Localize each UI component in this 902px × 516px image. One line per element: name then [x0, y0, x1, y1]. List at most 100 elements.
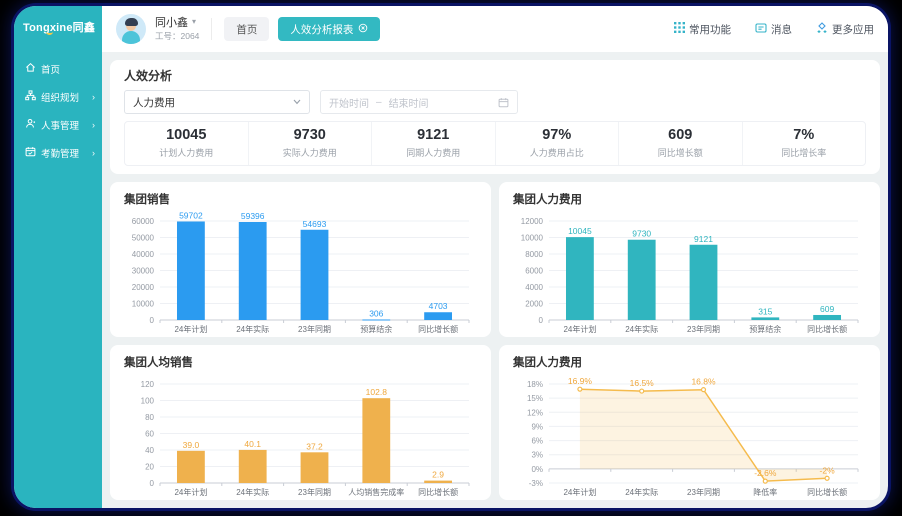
svg-text:3%: 3% [531, 451, 543, 460]
person-icon [25, 118, 36, 132]
chevron-down-icon [293, 99, 301, 105]
svg-text:23年同期: 23年同期 [687, 324, 720, 334]
svg-text:40000: 40000 [132, 250, 155, 259]
chart-title: 集团人均销售 [124, 357, 193, 369]
svg-text:0: 0 [539, 316, 544, 325]
top-header: 同小鑫 ▾ 工号：2064 首页 人效分析报表 常用功能 [102, 6, 888, 52]
user-avatar[interactable] [116, 14, 146, 44]
date-range-input[interactable]: 开始时间 – 结束时间 [320, 90, 518, 114]
sidebar-item-home[interactable]: 首页 [14, 55, 102, 83]
svg-text:24年计划: 24年计划 [174, 487, 207, 497]
svg-text:59702: 59702 [179, 210, 203, 220]
tab-home[interactable]: 首页 [224, 17, 270, 41]
svg-text:4000: 4000 [525, 283, 543, 292]
svg-text:120: 120 [141, 380, 155, 389]
svg-text:24年实际: 24年实际 [236, 324, 269, 334]
kpi-label: 同期人力费用 [406, 148, 461, 158]
app-logo-text: Tongxine同鑫 [23, 22, 96, 34]
svg-text:20000: 20000 [132, 283, 155, 292]
svg-text:23年同期: 23年同期 [298, 324, 331, 334]
action-label: 消息 [771, 23, 792, 36]
kpi-yoy-growth-amount: 609 同比增长额 [619, 122, 743, 165]
svg-text:59396: 59396 [241, 211, 265, 221]
svg-text:4703: 4703 [429, 301, 448, 311]
svg-text:16.8%: 16.8% [691, 377, 716, 387]
grid-icon [674, 22, 685, 36]
svg-text:60000: 60000 [132, 217, 155, 226]
avatar-face [126, 21, 136, 31]
sidebar: Tongxine同鑫 首页 组织规划 › 人事管理 [14, 6, 102, 508]
svg-text:80: 80 [145, 413, 154, 422]
svg-text:24年实际: 24年实际 [236, 487, 269, 497]
sidebar-item-hr-management[interactable]: 人事管理 › [14, 111, 102, 139]
group-sales-chart: 0 10000 20000 30000 40000 50000 60000 24年计划 24年实… [120, 209, 481, 335]
svg-text:人均销售完成率: 人均销售完成率 [348, 487, 404, 497]
action-label: 更多应用 [832, 23, 874, 36]
user-menu[interactable]: 同小鑫 ▾ [155, 17, 199, 29]
filter-row: 人力费用 开始时间 – 结束时间 [124, 90, 866, 114]
submenu-arrow-icon: › [92, 147, 95, 158]
common-functions-button[interactable]: 常用功能 [674, 22, 731, 37]
svg-text:同比增长额: 同比增长额 [807, 324, 847, 334]
svg-text:16.9%: 16.9% [568, 376, 593, 386]
sidebar-item-attendance[interactable]: 考勤管理 › [14, 139, 102, 167]
svg-text:102.8: 102.8 [366, 387, 388, 397]
svg-text:100: 100 [141, 397, 155, 406]
app-logo: Tongxine同鑫 [14, 6, 102, 45]
svg-text:0: 0 [150, 479, 155, 488]
svg-text:24年计划: 24年计划 [563, 487, 596, 497]
chevron-down-icon: ▾ [192, 17, 197, 27]
group-hr-cost-rate-chart-card: 集团人力费用 -3% 0% 3% 6% 9% 12% 15% 18% 24年计划 24年实际 23年… [499, 345, 880, 500]
svg-text:306: 306 [369, 308, 383, 318]
svg-text:0: 0 [150, 316, 155, 325]
svg-text:40.1: 40.1 [244, 439, 261, 449]
logo-smile-icon [46, 29, 53, 35]
sidebar-item-org-planning[interactable]: 组织规划 › [14, 83, 102, 111]
svg-text:39.0: 39.0 [183, 440, 200, 450]
kpi-strip: 10045 计划人力费用 9730 实际人力费用 9121 同期人力费用 97%… [124, 121, 866, 166]
employee-id: 工号：2064 [155, 30, 200, 41]
kpi-hr-cost-ratio: 97% 人力费用占比 [496, 122, 619, 165]
svg-text:-2%: -2% [820, 465, 836, 475]
svg-text:预算结余: 预算结余 [360, 324, 392, 334]
sidebar-item-label: 人事管理 [41, 121, 80, 132]
more-apps-button[interactable]: 更多应用 [816, 21, 874, 37]
kpi-label: 计划人力费用 [159, 148, 214, 158]
group-hr-cost-rate-chart: -3% 0% 3% 6% 9% 12% 15% 18% 24年计划 24年实际 23年同期 降低率 同比… [509, 372, 870, 498]
sidebar-item-label: 考勤管理 [41, 149, 80, 160]
metric-select[interactable]: 人力费用 [124, 90, 310, 114]
message-icon [755, 22, 767, 37]
group-per-capita-sales-chart-card: 集团人均销售 0 20 40 60 80 100 120 24年计划 24年实际 23年同期 人均销… [110, 345, 491, 500]
kpi-value: 609 [668, 127, 693, 143]
messages-button[interactable]: 消息 [755, 22, 792, 37]
group-hr-cost-chart-card: 集团人力费用 0 2000 4000 6000 8000 10000 12000 24年计划 2… [499, 182, 880, 337]
svg-text:10000: 10000 [132, 300, 155, 309]
header-divider [211, 18, 213, 40]
svg-text:8000: 8000 [525, 250, 543, 259]
svg-text:0%: 0% [531, 465, 543, 474]
tab-close-icon[interactable] [358, 23, 368, 36]
kpi-label: 同比增长额 [657, 148, 703, 158]
submenu-arrow-icon: › [92, 119, 95, 130]
kpi-value: 9121 [417, 127, 450, 143]
chart-title: 集团人力费用 [513, 357, 582, 369]
svg-text:20: 20 [145, 463, 154, 472]
svg-text:9121: 9121 [694, 234, 713, 244]
group-per-capita-sales-chart: 0 20 40 60 80 100 120 24年计划 24年实际 23年同期 人均销售完成率 同比增… [120, 372, 481, 498]
kpi-value: 7% [793, 127, 815, 143]
svg-text:同比增长额: 同比增长额 [418, 324, 458, 334]
svg-text:同比增长额: 同比增长额 [807, 487, 847, 497]
group-hr-cost-chart: 0 2000 4000 6000 8000 10000 12000 24年计划 24年实际 23年… [509, 209, 870, 335]
svg-text:30000: 30000 [132, 267, 155, 276]
efficiency-analysis-panel: 人效分析 人力费用 开始时间 – 结束时间 [110, 60, 880, 174]
tab-efficiency-report[interactable]: 人效分析报表 [278, 17, 381, 41]
date-start-placeholder: 开始时间 [329, 98, 369, 110]
kpi-value: 10045 [166, 127, 207, 143]
svg-text:2000: 2000 [525, 300, 543, 309]
charts-grid: 集团销售 0 10000 20000 30000 40000 50000 60000 24年计… [110, 182, 880, 500]
svg-text:23年同期: 23年同期 [298, 487, 331, 497]
svg-text:10000: 10000 [521, 234, 544, 243]
metric-select-value: 人力费用 [133, 96, 175, 109]
user-meta: 同小鑫 ▾ 工号：2064 [155, 17, 199, 41]
avatar-hair [124, 18, 138, 26]
